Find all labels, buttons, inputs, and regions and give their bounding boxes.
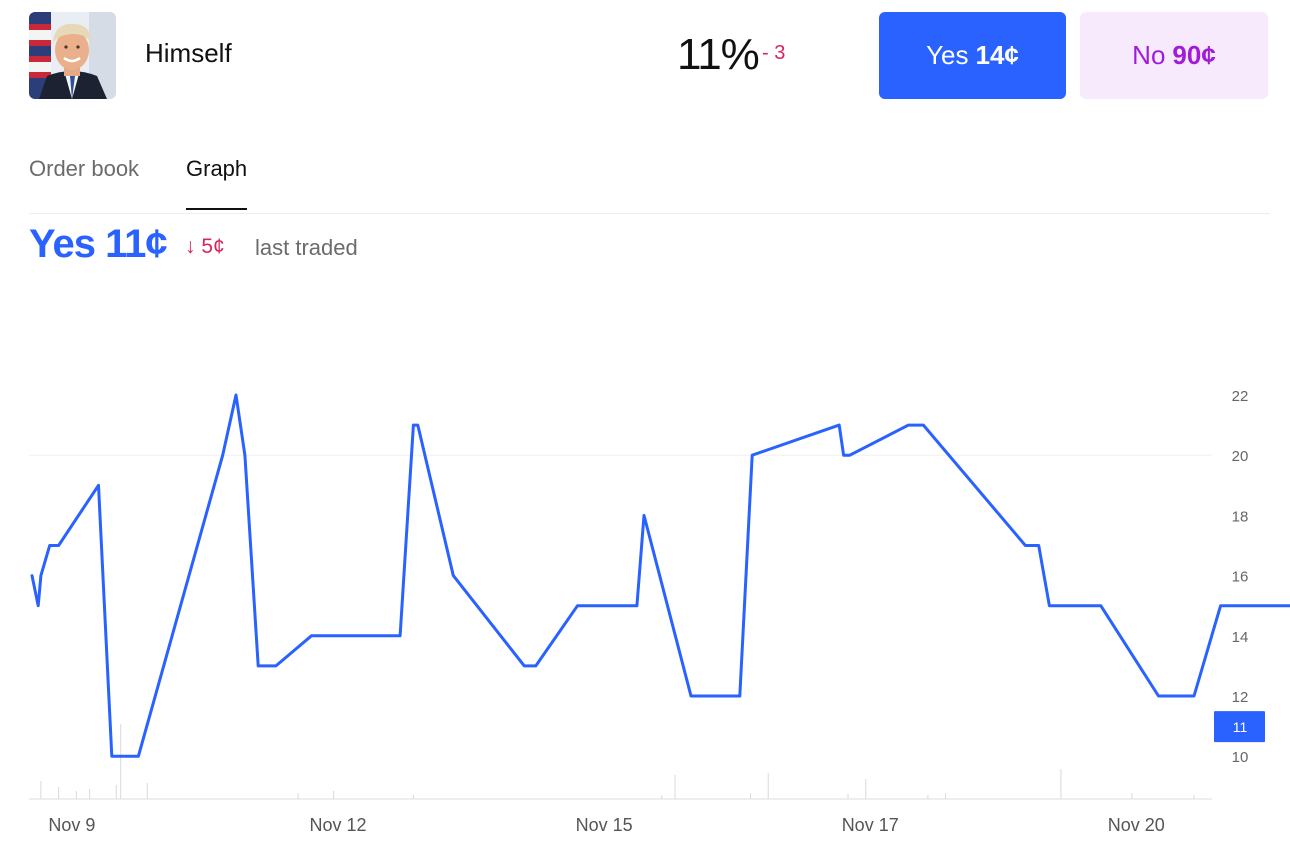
x-tick-label: Nov 15 — [576, 815, 633, 835]
price-change: ↓ 5¢ — [185, 235, 225, 259]
arrow-down-icon: ↓ — [185, 235, 196, 258]
outcome-name: Himself — [145, 38, 232, 68]
buy-yes-price: 14¢ — [975, 40, 1019, 70]
x-tick-label: Nov 9 — [48, 815, 95, 835]
tab-graph[interactable]: Graph — [186, 156, 248, 210]
x-tick-label: Nov 20 — [1108, 815, 1165, 835]
current-value-label: 11 — [1233, 719, 1248, 735]
price-note: last traded — [255, 235, 358, 260]
buy-yes-button[interactable]: Yes 14¢ — [879, 12, 1066, 99]
buy-no-label: No — [1132, 40, 1166, 70]
y-tick-label: 22 — [1232, 388, 1249, 405]
y-tick-label: 14 — [1232, 629, 1249, 646]
last-price: Yes 11¢ — [29, 222, 168, 266]
price-change-value: 5¢ — [201, 235, 225, 258]
price-line — [30, 393, 1290, 758]
view-tabs: Order book Graph — [29, 150, 1270, 214]
outcome-avatar — [29, 12, 116, 99]
tabs-divider — [29, 213, 1270, 214]
x-tick-label: Nov 17 — [842, 815, 899, 835]
y-tick-label: 10 — [1232, 749, 1249, 766]
x-tick-label: Nov 12 — [309, 815, 366, 835]
outcome-chance: 11% — [677, 30, 760, 79]
portrait-image — [29, 12, 116, 99]
tab-order-book[interactable]: Order book — [29, 156, 140, 181]
buy-yes-label: Yes — [926, 40, 969, 70]
y-tick-label: 18 — [1232, 508, 1249, 525]
y-tick-label: 20 — [1232, 448, 1249, 465]
buy-no-price: 90¢ — [1172, 40, 1216, 70]
chance-change: - 3 — [762, 42, 786, 64]
buy-no-button[interactable]: No 90¢ — [1080, 12, 1268, 99]
y-tick-label: 12 — [1232, 689, 1249, 706]
current-value-marker — [1214, 711, 1265, 743]
y-tick-label: 16 — [1232, 569, 1249, 586]
